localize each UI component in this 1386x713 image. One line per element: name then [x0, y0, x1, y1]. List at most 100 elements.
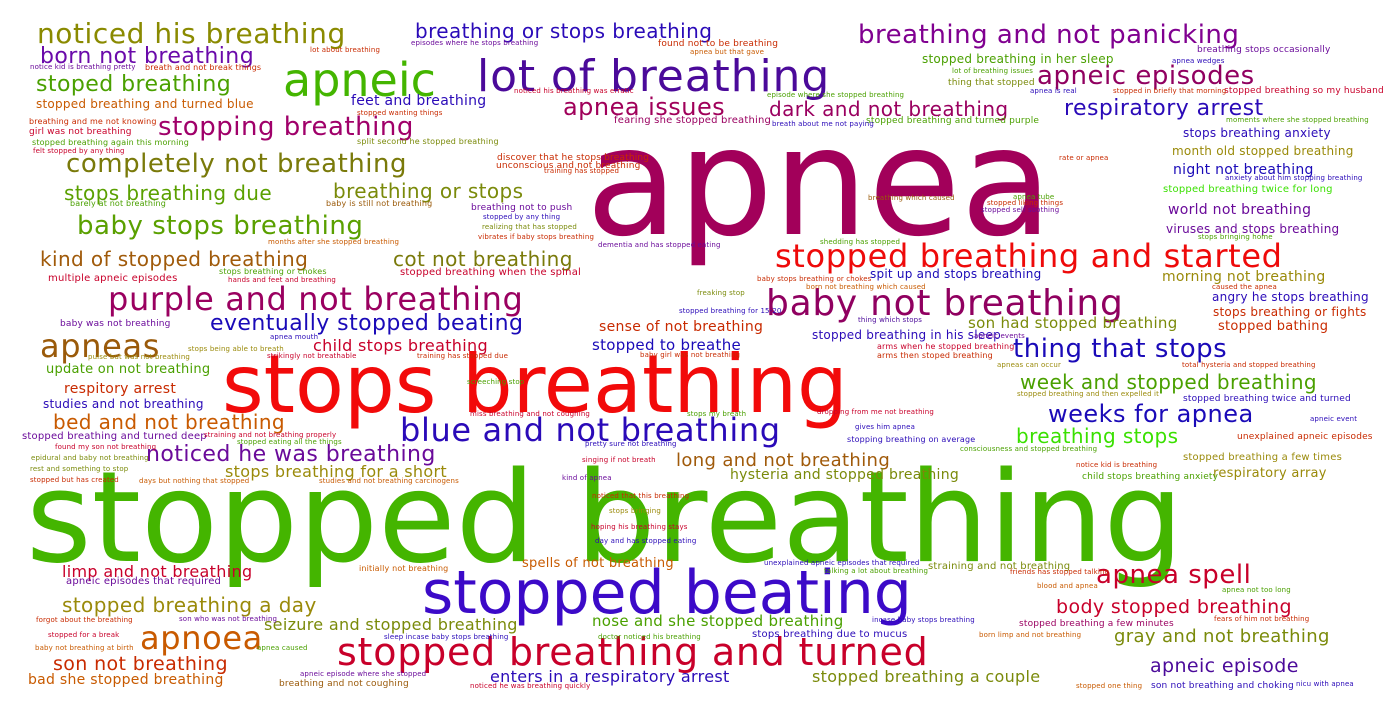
- word-long-and-not-breathing: long and not breathing: [676, 450, 891, 471]
- word-gray-and-not-breathing: gray and not breathing: [1114, 626, 1330, 647]
- word-apneic-events: apneic events: [974, 332, 1025, 340]
- word-born-not-breathing-which-caused: born not breathing which caused: [806, 283, 926, 291]
- word-hoping-his-breathing-stays: hoping his breathing stays: [591, 523, 688, 531]
- word-respiratory-arrest: respiratory arrest: [1064, 96, 1264, 121]
- word-dark-and-not-breathing: dark and not breathing: [769, 97, 1009, 121]
- word-noticed-he-was-breathing: noticed he was breathing: [146, 442, 436, 467]
- word-update-on-not-breathing: update on not breathing: [46, 362, 211, 377]
- word-stopped-breathing-when-the-spinal: stopped breathing when the spinal: [400, 267, 581, 278]
- word-talking-a-lot-about-breathing: talking a lot about breathing: [824, 567, 929, 575]
- word-feet-and-breathing: feet and breathing: [351, 93, 487, 109]
- word-stopped-breathing-and-then-expelled: stopped breathing and then expelled it: [1017, 390, 1160, 398]
- word-breathing-or-stops: breathing or stops: [333, 179, 524, 203]
- word-breathing-or-stops-breathing: breathing or stops breathing: [415, 19, 713, 43]
- word-arms-when-he-stopped-breathing: arms when he stopped breathing: [877, 342, 1015, 351]
- word-felt-stopped-by-any-thing: felt stopped by any thing: [33, 147, 125, 155]
- word-pulse-but-was-not-breathing: pulse but was not breathing: [88, 353, 190, 361]
- word-barely-at-not-breathing: barely at not breathing: [70, 199, 167, 208]
- word-lot-of-breathing: lot of breathing: [477, 51, 831, 102]
- word-stopped-liking-things: stopped liking things: [987, 199, 1064, 207]
- word-moments-where-she-stopped-breathing: moments where she stopped breathing: [1226, 116, 1369, 124]
- word-stopped-breathing-for-15-20: stopped breathing for 15-20: [679, 307, 782, 315]
- word-training-has-stopped-due: training has stopped due: [417, 352, 509, 360]
- word-stopped-beating: stopped beating: [422, 558, 912, 628]
- word-baby-not-breathing-at-birth: baby not breathing at birth: [35, 644, 134, 652]
- word-noticed-that-this-breathing: noticed that this breathing: [592, 492, 690, 500]
- word-straining-and-not-breathing-properly: straining and not breathing properly: [204, 431, 337, 439]
- word-stopped-wanting-things: stopped wanting things: [357, 109, 443, 117]
- word-girl-was-not-breathing: girl was not breathing: [29, 127, 132, 137]
- word-baby-is-still-not-breathing: baby is still not breathing: [326, 199, 433, 208]
- word-purple-and-not-breathing: purple and not breathing: [108, 280, 524, 318]
- word-seizure-and-stopped-breathing: seizure and stopped breathing: [264, 615, 518, 634]
- word-split-second-he-stopped-breathing: split second he stopped breathing: [357, 137, 499, 146]
- word-world-not-breathing: world not breathing: [1168, 202, 1312, 218]
- word-notice-kid-is-breathing: notice kid is breathing: [1076, 461, 1158, 469]
- word-studies-and-not-breathing-carcinogens: studies and not breathing carcinogens: [319, 477, 459, 485]
- word-baby-not-breathing: baby not breathing: [766, 283, 1124, 324]
- word-stopped-breathing-a-few-minutes: stopped breathing a few minutes: [1019, 619, 1174, 629]
- word-stopped-breathing-and-turned: stopped breathing and turned: [337, 630, 929, 674]
- word-notice-kid-is-breathing-pretty: notice kid is breathing pretty: [30, 63, 136, 71]
- word-singing-if-not-breath: singing if not breath: [582, 456, 656, 464]
- word-breathing-and-me-not-knowing: breathing and me not knowing: [29, 117, 157, 126]
- word-born-not-breathing: born not breathing: [40, 44, 255, 69]
- word-apneic: apneic: [283, 53, 436, 107]
- word-baby-was-not-breathing: baby was not breathing: [60, 319, 171, 329]
- word-breath-and-not-break-things: breath and not break things: [145, 63, 262, 72]
- word-apnea-not-too-long: apnea not too long: [1222, 586, 1291, 594]
- word-found-my-son-not-breathing: found my son not breathing: [55, 443, 157, 451]
- word-son-who-was-not-breathing: son who was not breathing: [179, 615, 278, 623]
- word-stops-breathing-anxiety: stops breathing anxiety: [1183, 126, 1331, 140]
- word-viruses-and-stops-breathing: viruses and stops breathing: [1166, 222, 1340, 236]
- word-hands-and-feet-and-breathing: hands and feet and breathing: [228, 276, 337, 284]
- word-shedding-has-stopped: shedding has stopped: [820, 238, 901, 246]
- word-stopped-eating-all-the-things: stopped eating all the things: [237, 438, 342, 446]
- word-gives-him-apnea: gives him apnea: [855, 423, 916, 431]
- word-baby-girl-was-not-breathing: baby girl was not breathing: [640, 351, 741, 359]
- word-found-not-to-be-breathing: found not to be breathing: [658, 39, 779, 49]
- word-weeks-for-apnea: weeks for apnea: [1048, 400, 1254, 428]
- word-thing-that-stopped: thing that stopped: [948, 78, 1035, 88]
- word-apneic-episode: apneic episode: [1150, 655, 1299, 677]
- word-angry-he-stops-breathing: angry he stops breathing: [1212, 290, 1369, 304]
- word-episodes-where-he-stops-breathing: episodes where he stops breathing: [411, 39, 539, 47]
- word-total-hysteria-and-stopped-breathing: total hysteria and stopped breathing: [1182, 361, 1316, 369]
- word-blood-and-apnea: blood and apnea: [1037, 582, 1098, 590]
- word-son-had-stopped-breathing: son had stopped breathing: [968, 314, 1178, 332]
- word-completely-not-breathing: completely not breathing: [66, 149, 408, 179]
- word-breathing-stops: breathing stops: [1016, 424, 1179, 448]
- word-apnea-is-real: apnea is real: [1030, 87, 1077, 95]
- word-stopped-but-has-created: stopped but has created: [30, 476, 119, 484]
- word-blue-and-not-breathing: blue and not breathing: [400, 411, 781, 449]
- word-stopped-breathing-and-turned-purple: stopped breathing and turned purple: [866, 116, 1040, 126]
- word-doctor-noticed-his-breathing: doctor noticed his breathing: [598, 633, 701, 641]
- word-day-and-has-stopped-eating: day and has stopped eating: [595, 537, 697, 545]
- word-straining-and-not-breathing: straining and not breathing: [928, 561, 1071, 572]
- word-baby-stops-breathing-or-chokes: baby stops breathing or chokes: [757, 275, 872, 283]
- word-stops-breathing-due-to-mucus: stops breathing due to mucus: [752, 629, 908, 640]
- word-spells-of-not-breathing: spells of not breathing: [522, 556, 674, 571]
- word-month-old-stopped-breathing: month old stopped breathing: [1172, 144, 1354, 158]
- word-months-after-she-stopped-breathing: months after she stopped breathing: [268, 238, 400, 246]
- word-initially-not-breathing: initially not breathing: [359, 564, 449, 573]
- word-consciousness-and-stopped-breathing: consciousness and stopped breathing: [960, 445, 1098, 453]
- word-stopped-one-thing: stopped one thing: [1076, 682, 1143, 690]
- word-stopped-breathing-in-her-sleep: stopped breathing in her sleep: [922, 52, 1114, 66]
- word-thing-which-stops: thing which stops: [858, 316, 922, 324]
- word-stopped-breathing: stopped breathing: [26, 444, 1184, 591]
- word-son-not-breathing: son not breathing: [53, 653, 228, 675]
- word-apneic-episodes-that-required: apneic episodes that required: [66, 576, 222, 587]
- word-breath-about-me-not-paying: breath about me not paying: [772, 120, 874, 128]
- word-apnea-spell: apnea spell: [1096, 560, 1252, 590]
- word-apnea-caused: apnea caused: [257, 644, 308, 652]
- word-days-but-nothing-that-stopped: days but nothing that stopped: [139, 477, 250, 485]
- word-caused-the-apnea: caused the apnea: [1212, 283, 1277, 291]
- word-lot-of-breathing-issues: lot of breathing issues: [952, 67, 1034, 75]
- word-kind-of-apnea: kind of apnea: [562, 474, 612, 482]
- word-noticed-his-breathing: noticed his breathing: [37, 17, 346, 50]
- word-multiple-apneic-episodes: multiple apneic episodes: [48, 273, 178, 284]
- word-stopped-breathing-a-few-times: stopped breathing a few times: [1183, 452, 1342, 463]
- word-dementia-and-has-stopped-eating: dementia and has stopped eating: [598, 241, 721, 249]
